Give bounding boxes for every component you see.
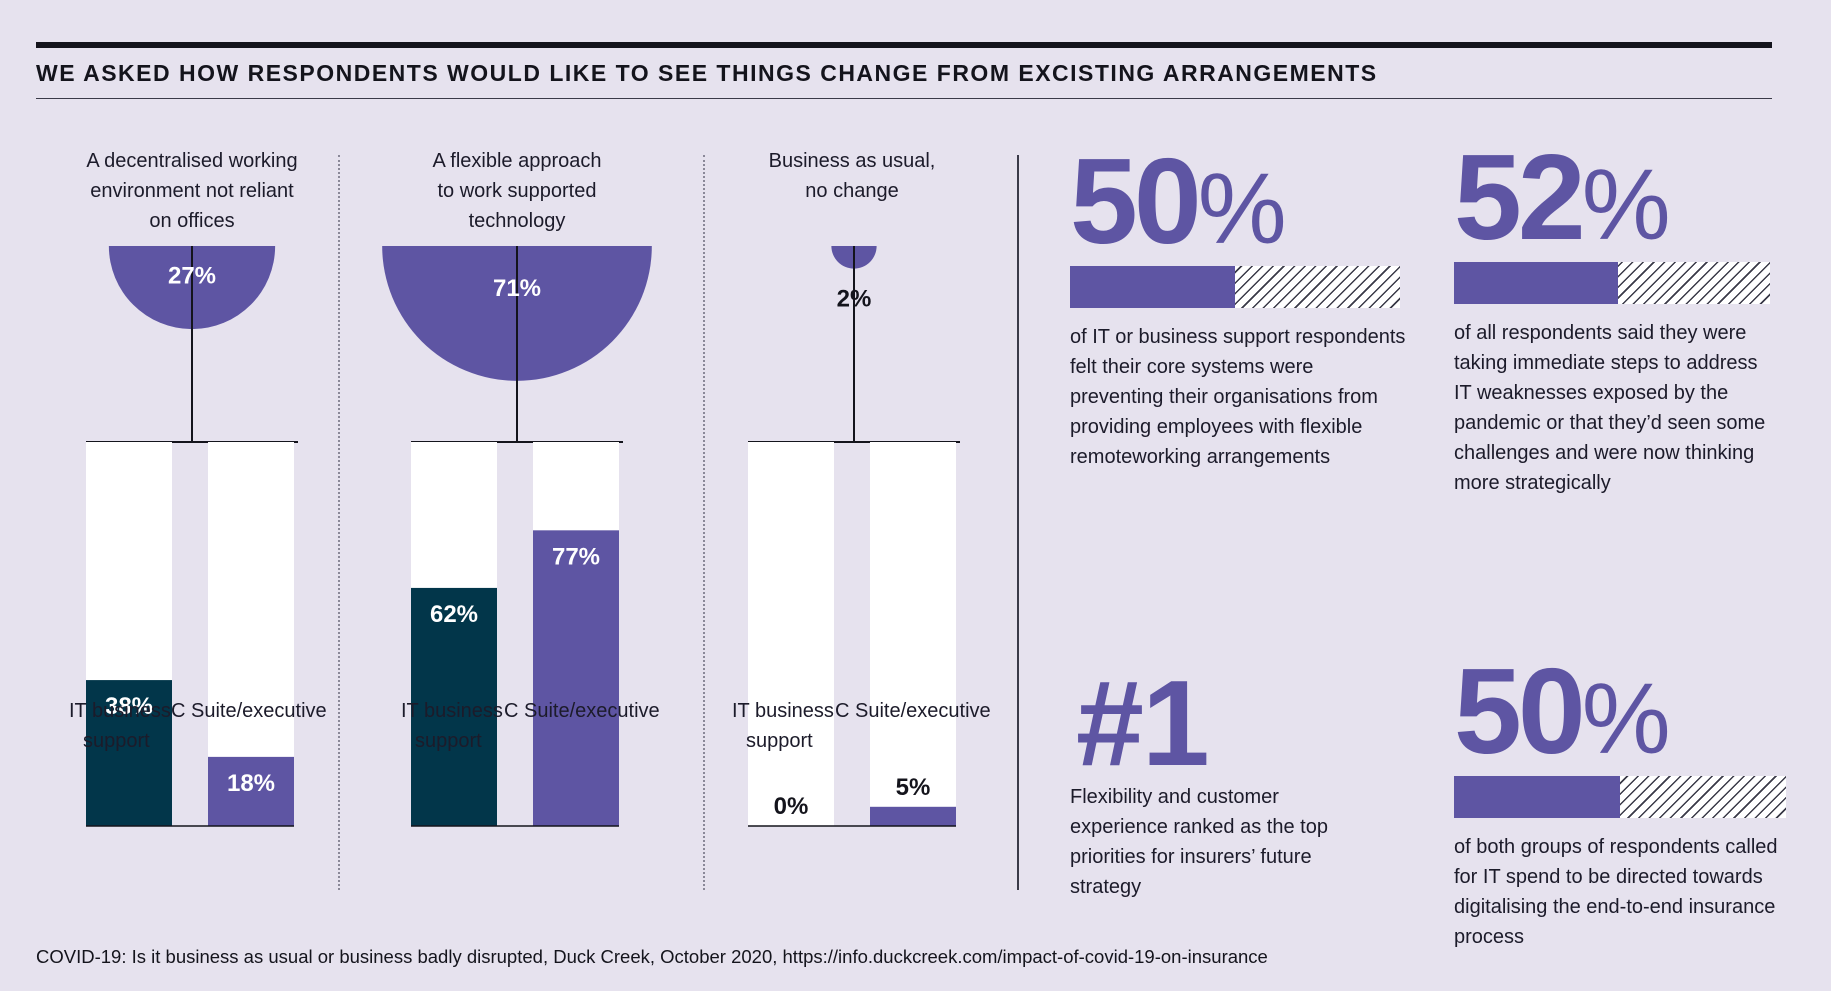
panel-divider [703, 155, 705, 890]
group-label-it-2: IT business support [401, 700, 503, 752]
stat-block-core-systems: 50% of IT or business support respondent… [1070, 140, 1410, 472]
overall-value-label: 27% [168, 262, 216, 289]
bar-value-label: 77% [552, 543, 600, 570]
stat-bar-remainder [1618, 262, 1770, 304]
stat-block-top-priority: #1 Flexibility and customer experience r… [1070, 655, 1370, 902]
bar-fill [86, 680, 172, 826]
group-label-csuite-3: C Suite/executive [835, 700, 991, 722]
bar-background [870, 442, 956, 826]
group-label-csuite-1: C Suite/executive [171, 700, 327, 722]
group-label-it-1: IT business support [69, 700, 171, 752]
bar-value-label: 18% [227, 770, 275, 797]
stat-description: of both groups of respondents called for… [1454, 836, 1778, 948]
stat-bar-remainder [1235, 266, 1400, 308]
bar-value-label: 62% [430, 601, 478, 628]
category-label: A flexible approach to work supported te… [432, 150, 602, 232]
stat-figure: 50% [1454, 643, 1671, 779]
group-label-csuite-2: C Suite/executive [504, 700, 660, 722]
source-citation: COVID-19: Is it business as usual or bus… [36, 946, 1268, 967]
page-title: WE ASKED HOW RESPONDENTS WOULD LIKE TO S… [36, 60, 1378, 86]
chart-svg: 71% 62% 77% [382, 246, 652, 827]
stat-figure: 50% [1070, 133, 1287, 269]
stat-progress-bar [1070, 266, 1400, 308]
overall-value-label: 71% [493, 275, 541, 302]
bar-fill [208, 756, 294, 826]
chart-svg: 27% 38% 18% [86, 246, 298, 827]
overall-value-label: 2% [837, 286, 872, 313]
stat-description: of IT or business support respondents fe… [1070, 326, 1406, 468]
header-bottom-rule [36, 98, 1772, 99]
stat-bar-remainder [1620, 776, 1786, 818]
category-label: A decentralised working environment not … [86, 150, 298, 232]
stat-figure: 52% [1454, 129, 1671, 265]
stat-description: Flexibility and customer experience rank… [1070, 786, 1328, 898]
stat-progress-bar [1454, 776, 1786, 818]
bar-fill [870, 806, 956, 826]
header-top-rule [36, 42, 1772, 48]
stat-description: of all respondents said they were taking… [1454, 322, 1766, 494]
category-label: Business as usual, no change [768, 150, 936, 202]
stat-progress-bar [1454, 262, 1770, 304]
bar-value-label: 0% [774, 793, 809, 820]
stat-bar-fill [1070, 266, 1235, 308]
stat-block-it-spend: 50% of both groups of respondents called… [1454, 650, 1794, 952]
bar-value-label: 5% [896, 774, 931, 801]
stat-figure: #1 [1076, 655, 1210, 791]
section-divider [1017, 155, 1019, 890]
bar-fill [533, 530, 619, 826]
group-label-it-3: IT business support [732, 700, 834, 752]
stat-block-immediate-steps: 52% of all respondents said they were ta… [1454, 136, 1774, 498]
stat-bar-fill [1454, 776, 1620, 818]
bar-value-label: 38% [105, 693, 153, 720]
stat-bar-fill [1454, 262, 1619, 304]
bar-fill [411, 587, 497, 826]
panel-divider [338, 155, 340, 890]
chart-svg: 2% 0% 5% [748, 246, 960, 827]
bar-background [748, 442, 834, 826]
